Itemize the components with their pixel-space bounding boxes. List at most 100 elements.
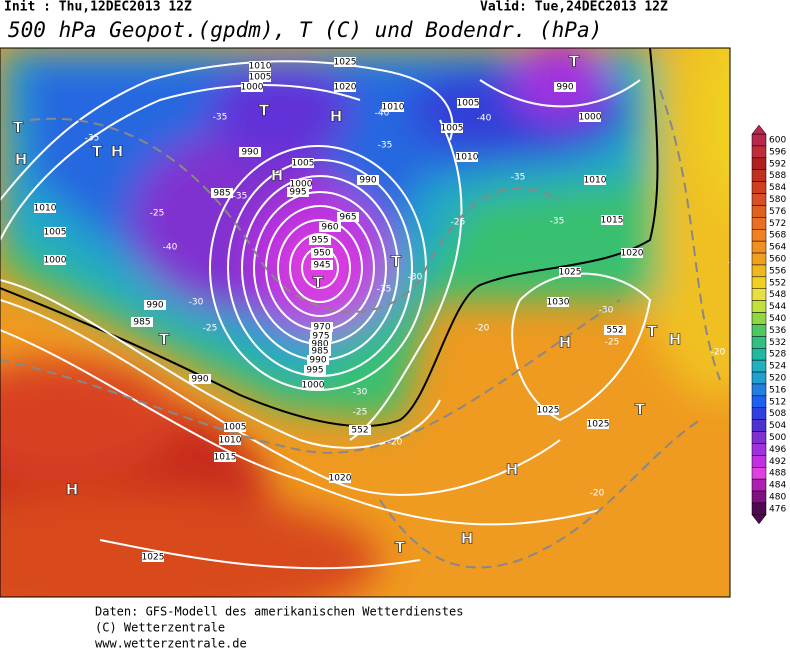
isobar-label-bg bbox=[189, 374, 211, 384]
colorbar-swatch bbox=[751, 145, 767, 159]
colorbar-swatch bbox=[751, 359, 767, 373]
colorbar-swatch bbox=[751, 490, 767, 504]
colorbar-label: 580 bbox=[769, 195, 786, 205]
temperature-label: -20 bbox=[388, 438, 403, 448]
isobar-label-bg bbox=[579, 112, 601, 122]
colorbar-swatch bbox=[751, 288, 767, 301]
map-title: 500 hPa Geopot.(gpdm), T (C) und Bodendr… bbox=[8, 18, 602, 42]
isobar-label: 985 bbox=[213, 189, 230, 199]
colorbar-swatch bbox=[751, 502, 767, 516]
pressure-center: T bbox=[635, 401, 646, 419]
colorbar-label: 480 bbox=[769, 493, 786, 503]
pressure-center: T bbox=[569, 53, 580, 71]
colorbar-label: 540 bbox=[769, 314, 786, 324]
isobar-label: 1005 bbox=[224, 423, 247, 433]
isobar-label-bg bbox=[337, 212, 359, 222]
isobar-label-bg bbox=[302, 380, 324, 390]
isobar-label: 955 bbox=[311, 236, 328, 246]
colorbar-swatch bbox=[751, 478, 767, 492]
temperature-label: -30 bbox=[189, 298, 204, 308]
pressure-center: T bbox=[159, 331, 170, 349]
isobar-label: 965 bbox=[339, 213, 356, 223]
isobar-label-bg bbox=[292, 158, 314, 168]
isobar-label: 1030 bbox=[547, 298, 570, 308]
isobar-label-bg bbox=[584, 175, 606, 185]
colorbar-label: 504 bbox=[769, 421, 786, 431]
isobar-label: 990 bbox=[359, 176, 376, 186]
isobar-label: 990 bbox=[191, 375, 208, 385]
temperature-label: -20 bbox=[590, 489, 605, 499]
temperature-label: -25 bbox=[451, 218, 466, 228]
colorbar-arrow-bottom bbox=[751, 514, 767, 525]
temperature-label: -35 bbox=[550, 217, 565, 227]
colorbar-label: 564 bbox=[769, 243, 786, 253]
isobar-label: 1000 bbox=[579, 113, 602, 123]
colorbar-label: 584 bbox=[769, 183, 786, 193]
temperature-label: -35 bbox=[511, 173, 526, 183]
colorbar-label: 544 bbox=[769, 302, 786, 312]
pressure-center: H bbox=[669, 331, 682, 349]
colorbar-swatch bbox=[751, 312, 767, 325]
isobar-label: 1025 bbox=[587, 420, 610, 430]
isobar-label-bg bbox=[587, 419, 609, 429]
isobar-label: 1015 bbox=[214, 453, 237, 463]
isobar-label: 990 bbox=[556, 83, 573, 93]
pressure-center: T bbox=[391, 253, 402, 271]
temperature-label: -30 bbox=[599, 306, 614, 316]
colorbar-label: 528 bbox=[769, 350, 786, 360]
isobar-label-bg bbox=[142, 552, 164, 562]
isobar-label: 1005 bbox=[249, 73, 272, 83]
colorbar-swatch bbox=[751, 467, 767, 480]
isobar-label-bg bbox=[304, 365, 326, 375]
temperature-label: -25 bbox=[605, 338, 620, 348]
temperature-label: -35 bbox=[85, 134, 100, 144]
isotherms bbox=[0, 89, 721, 569]
isobar-label-bg bbox=[457, 98, 479, 108]
colorbar-swatch bbox=[751, 205, 767, 218]
isobar-label-bg bbox=[604, 325, 626, 335]
colorbar-label: 500 bbox=[769, 433, 786, 443]
pressure-center: T bbox=[13, 119, 24, 137]
isobar-label: 1010 bbox=[249, 62, 272, 72]
pressure-center: H bbox=[330, 108, 343, 126]
colorbar-label: 524 bbox=[769, 362, 786, 372]
temperature-label: -30 bbox=[353, 388, 368, 398]
isobar-label: 950 bbox=[313, 249, 330, 259]
colorbar-label: 492 bbox=[769, 457, 786, 467]
colorbar-label: 484 bbox=[769, 481, 786, 491]
isobar-label-bg bbox=[249, 72, 271, 82]
isobar-label: 1005 bbox=[441, 124, 464, 134]
pressure-center: T bbox=[647, 323, 658, 341]
isobar-label-bg bbox=[547, 297, 569, 307]
colorbar-label: 496 bbox=[769, 445, 786, 455]
isobar-label-bg bbox=[310, 331, 332, 341]
colorbar-label: 576 bbox=[769, 207, 786, 217]
isobar-label-bg bbox=[334, 82, 356, 92]
isobar-label: 975 bbox=[312, 332, 329, 342]
colorbar-label: 516 bbox=[769, 385, 786, 395]
colorbar-label: 572 bbox=[769, 219, 786, 229]
map-frame bbox=[0, 47, 731, 598]
temperature-label: -40 bbox=[163, 243, 178, 253]
colorbar-label: 556 bbox=[769, 266, 786, 276]
pressure-center: H bbox=[559, 334, 572, 352]
pressure-center: T bbox=[313, 274, 324, 292]
colorbar-swatch bbox=[751, 252, 767, 266]
temperature-label: -35 bbox=[233, 192, 248, 202]
isobar-label-bg bbox=[554, 82, 576, 92]
isobar-label: 970 bbox=[313, 323, 330, 333]
isobar-label: 1005 bbox=[44, 228, 67, 238]
isobar-label-bg bbox=[287, 187, 309, 197]
footer-line: www.wetterzentrale.de bbox=[95, 637, 247, 648]
isobar-label: 1020 bbox=[621, 249, 644, 259]
isobar-label: 1015 bbox=[601, 216, 624, 226]
isobar-label-bg bbox=[382, 102, 404, 112]
temperature-label: -35 bbox=[377, 285, 392, 295]
isobar-label: 1025 bbox=[142, 553, 165, 563]
isobar-label: 1005 bbox=[292, 159, 315, 169]
pressure-center: H bbox=[461, 530, 474, 548]
colorbar-swatch bbox=[751, 371, 767, 385]
colorbar-swatch bbox=[751, 348, 767, 361]
colorbar-label: 592 bbox=[769, 159, 786, 169]
